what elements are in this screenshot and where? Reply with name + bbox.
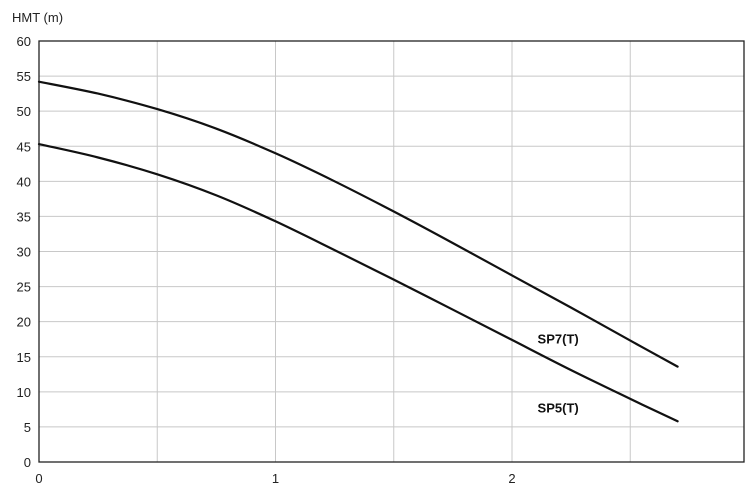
x-tick-label: 1	[272, 471, 279, 486]
y-tick-label: 25	[17, 280, 31, 295]
y-tick-label: 35	[17, 209, 31, 224]
y-tick-label: 10	[17, 385, 31, 400]
series-group: SP7(T) SP5(T)	[37, 80, 679, 423]
y-axis: 0 5 10 15 20 25 30 35 40 45 50 55 60	[17, 34, 31, 470]
plot-frame	[38, 40, 745, 463]
y-tick-label: 50	[17, 104, 31, 119]
y-tick-label: 55	[17, 69, 31, 84]
y-tick-label: 45	[17, 139, 31, 154]
y-tick-label: 30	[17, 245, 31, 260]
x-axis: 0123	[35, 471, 745, 486]
y-axis-title: HMT (m)	[12, 10, 63, 25]
y-tick-label: 20	[17, 315, 31, 330]
series-line-sp5-t	[37, 143, 679, 423]
series-label-sp7-t: SP7(T)	[538, 332, 579, 347]
y-tick-label: 5	[24, 420, 31, 435]
y-tick-label: 40	[17, 174, 31, 189]
x-tick-label: 0	[35, 471, 42, 486]
series-label-sp5-t: SP5(T)	[538, 400, 579, 415]
grid	[39, 41, 744, 462]
x-tick-label: 2	[508, 471, 515, 486]
y-tick-label: 60	[17, 34, 31, 49]
y-tick-label: 0	[24, 455, 31, 470]
y-tick-label: 15	[17, 350, 31, 365]
series-line-sp7-t	[37, 80, 679, 368]
